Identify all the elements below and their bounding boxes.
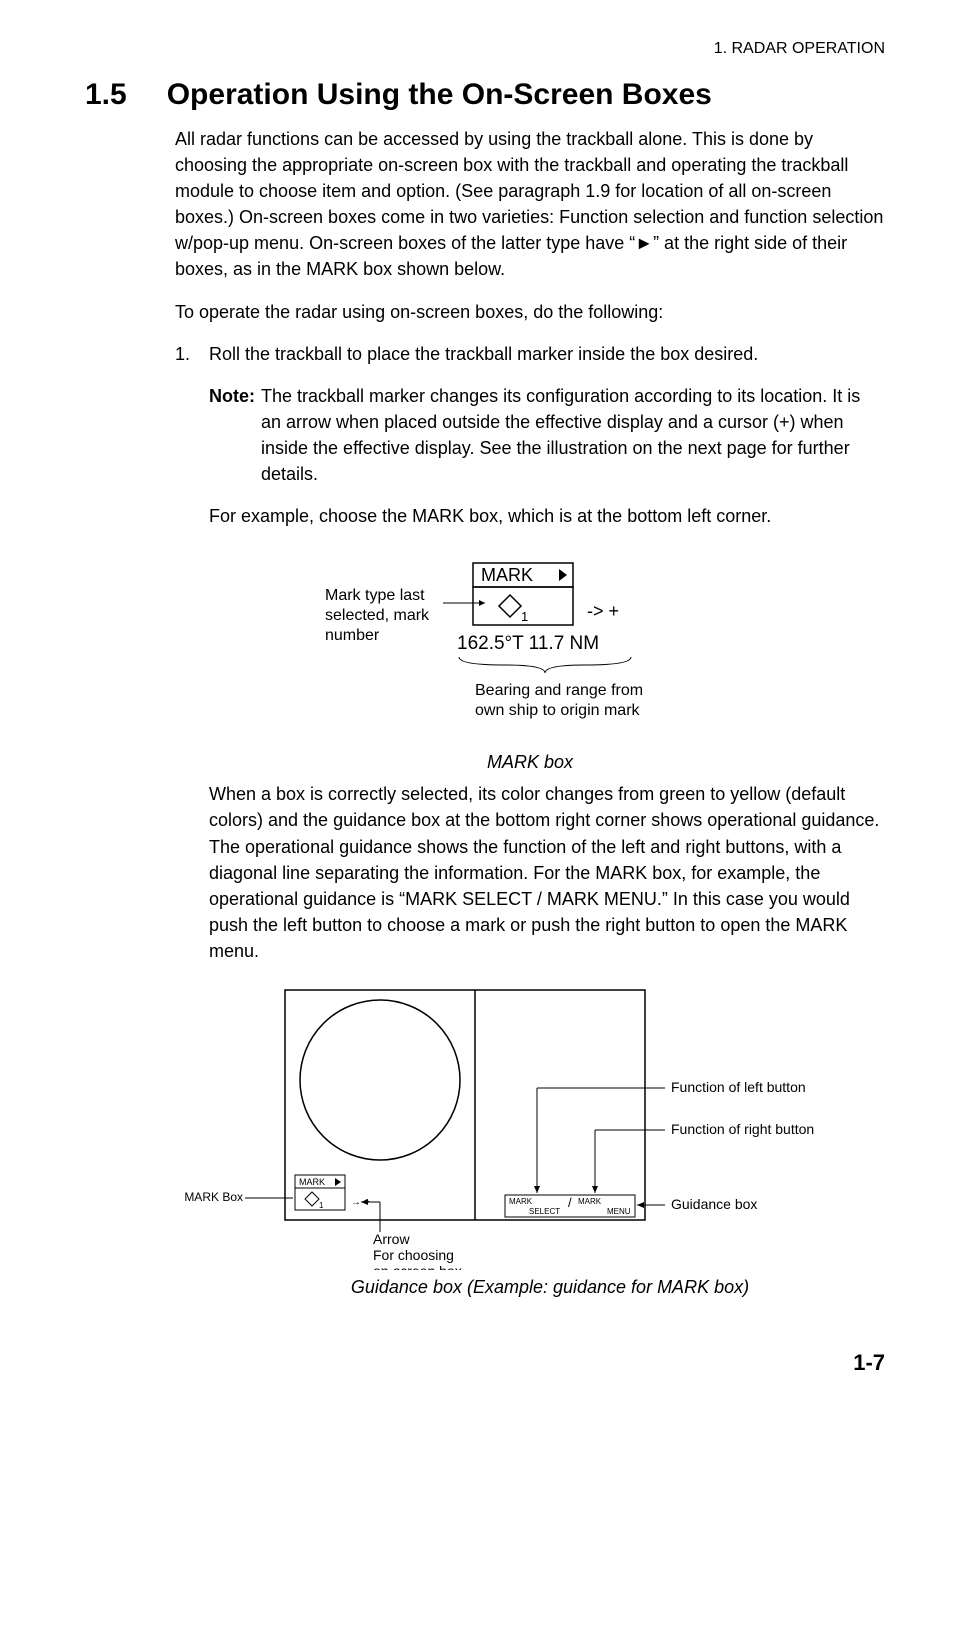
section-title: Operation Using the On-Screen Boxes bbox=[167, 78, 712, 112]
fig2-anno-left-fn: Function of left button bbox=[671, 1079, 806, 1095]
fig2-slash: / bbox=[568, 1195, 572, 1210]
fig2-gb-right-bottom: MENU bbox=[607, 1207, 631, 1216]
note-label: Note: bbox=[209, 383, 255, 487]
fig2-gb-right-top: MARK bbox=[578, 1197, 602, 1206]
lead-in-paragraph: To operate the radar using on-screen box… bbox=[175, 299, 885, 325]
fig2-mark-small: MARK bbox=[299, 1177, 325, 1187]
fig2-mark-box-label: MARK Box bbox=[184, 1190, 243, 1204]
intro-paragraph: All radar functions can be accessed by u… bbox=[175, 126, 885, 283]
fig2-radar-circle-icon bbox=[300, 1000, 460, 1160]
paragraph-after-fig1: When a box is correctly selected, its co… bbox=[209, 781, 885, 964]
section-number: 1.5 bbox=[85, 78, 127, 112]
fig1-chevron-icon bbox=[559, 569, 567, 581]
fig1-box-label: MARK bbox=[481, 565, 533, 585]
page-number: 1-7 bbox=[85, 1350, 885, 1376]
fig1-caption: MARK box bbox=[175, 749, 885, 775]
fig2-anno-guidance: Guidance box bbox=[671, 1196, 757, 1212]
step-1-number: 1. bbox=[175, 341, 199, 367]
fig2-subscript: 1 bbox=[319, 1201, 324, 1210]
section-heading: 1.5 Operation Using the On-Screen Boxes bbox=[85, 78, 885, 112]
fig2-caption: Guidance box (Example: guidance for MARK… bbox=[215, 1274, 885, 1300]
fig1-subscript: 1 bbox=[521, 609, 528, 624]
fig1-left-anno-2: selected, mark bbox=[325, 607, 430, 624]
fig2-anno-arrow-1: Arrow bbox=[373, 1231, 410, 1247]
fig1-left-anno-3: number bbox=[325, 627, 380, 644]
fig1-arrow-plus: -> + bbox=[587, 601, 619, 621]
fig2-chevron-icon bbox=[335, 1178, 341, 1186]
fig1-bearing-range: 162.5°T 11.7 NM bbox=[457, 633, 599, 654]
note-block: Note: The trackball marker changes its c… bbox=[209, 383, 885, 487]
fig2-diamond-icon bbox=[305, 1192, 319, 1206]
fig1-bottom-anno-1: Bearing and range from bbox=[475, 682, 643, 699]
fig2-anno-arrow-2: For choosing bbox=[373, 1247, 454, 1263]
figure-mark-box: Mark type last selected, mark number MAR… bbox=[175, 545, 885, 775]
note-text: The trackball marker changes its configu… bbox=[255, 383, 885, 487]
fig2-anno-arrow-3: on-screen box bbox=[373, 1263, 462, 1270]
figure-guidance-box: MARK 1 → + MARK Box MARK SELECT / MARK M… bbox=[175, 980, 885, 1300]
fig2-gb-left-bottom: SELECT bbox=[529, 1207, 560, 1216]
step-1: 1. Roll the trackball to place the track… bbox=[175, 341, 885, 367]
fig1-left-anno-1: Mark type last bbox=[325, 587, 425, 604]
running-head: 1. RADAR OPERATION bbox=[85, 40, 885, 58]
fig2-anno-right-fn: Function of right button bbox=[671, 1121, 814, 1137]
fig1-bottom-anno-2: own ship to origin mark bbox=[475, 702, 641, 719]
fig1-diamond-icon bbox=[499, 595, 521, 617]
fig2-gb-left-top: MARK bbox=[509, 1197, 533, 1206]
example-text: For example, choose the MARK box, which … bbox=[209, 503, 885, 529]
step-1-text: Roll the trackball to place the trackbal… bbox=[209, 341, 758, 367]
